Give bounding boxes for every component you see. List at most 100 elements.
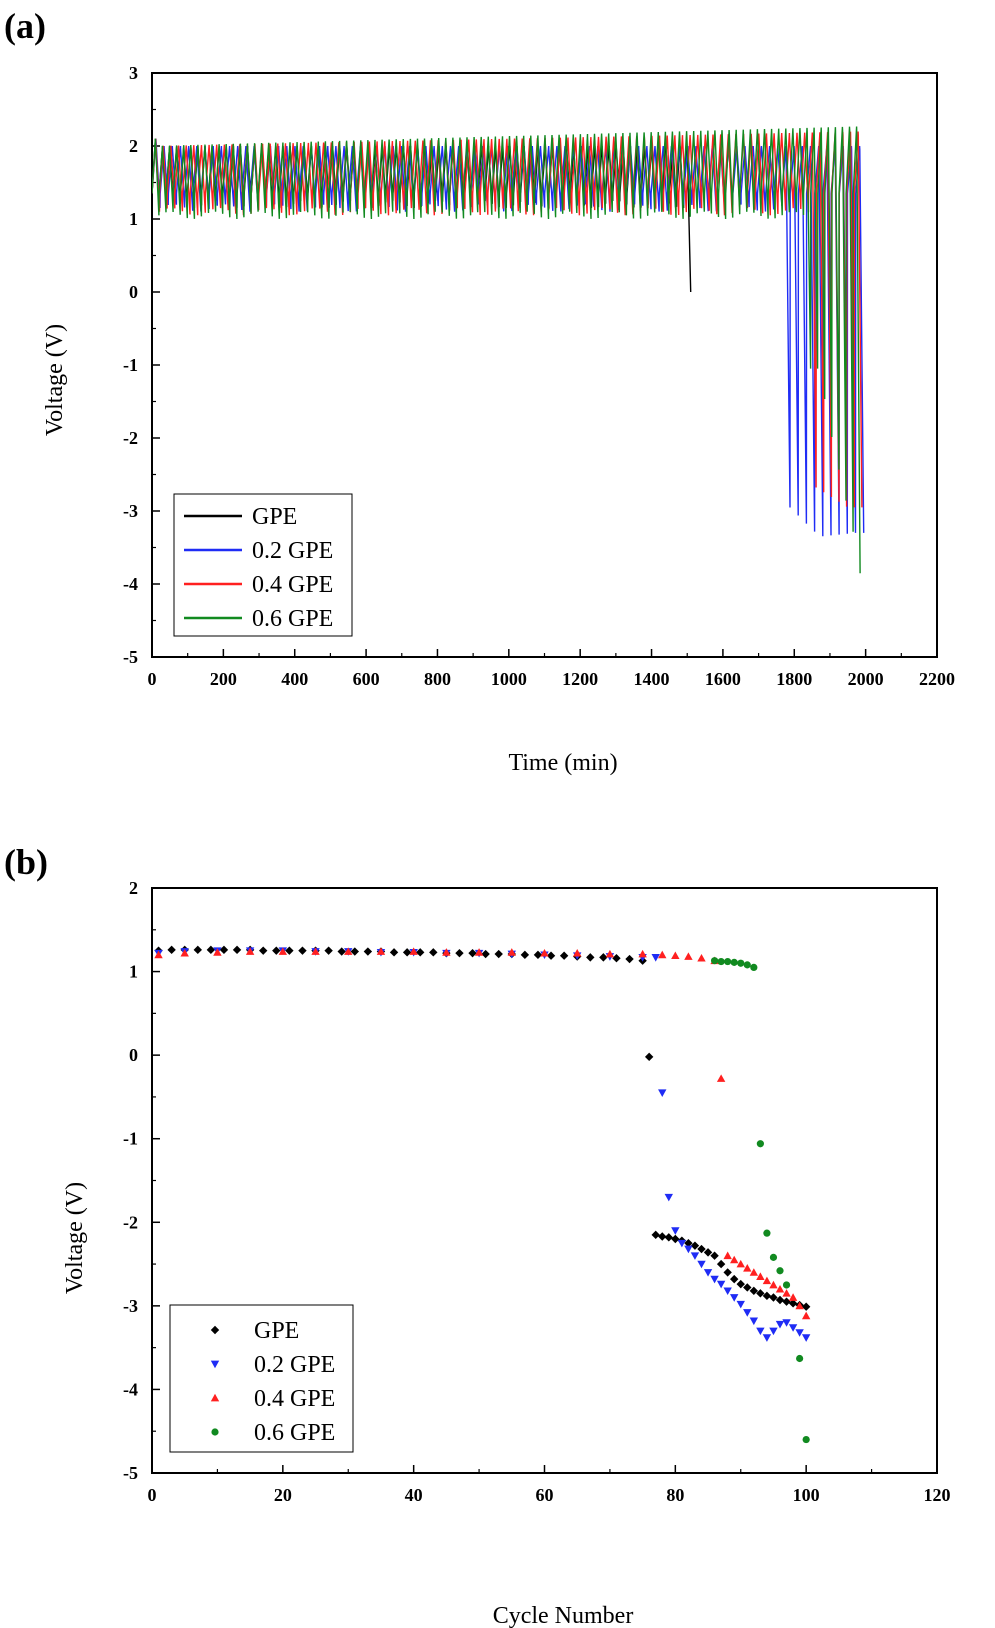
plot-b-legend-label: 0.4 GPE [254,1386,335,1412]
plot-b-point [775,1295,785,1305]
plot-b-point [723,1251,732,1260]
plot-b-point [245,947,255,955]
plot-b-point [651,1230,660,1240]
plot-b-point [311,947,320,955]
plot-a-xtick-label: 1000 [491,669,527,689]
plot-b-point [540,948,549,957]
plot-b-point [154,950,163,959]
plot-b-legend-swatch [210,1393,220,1402]
plot-b-point [750,963,758,971]
plot-b-legend-swatch [211,1428,219,1436]
plot-b-point [749,1286,759,1296]
plot-b-series [154,947,811,1320]
plot-a-xlabel: Time (min) [508,750,617,776]
plot-b-legend-label: 0.2 GPE [254,1352,335,1378]
plot-b-point [743,1309,752,1317]
plot-b-point [684,1238,693,1248]
plot-b-series [154,947,811,1342]
plot-b-point [278,947,288,955]
plot-b-point [612,954,621,963]
plot-b-point [782,1289,791,1297]
plot-a-xtick-label: 1200 [562,669,598,689]
plot-b-point [782,1297,791,1306]
plot-b-point [756,1272,765,1280]
plot-b-legend-swatch [210,1325,220,1335]
plot-b-point [285,946,294,955]
plot-b: 0 20 40 60 80 100 120 2 1 0 -1 -2 -3 -4 -5 GPE 0.2 GPE 0.… [123,878,951,1505]
plot-a-legend: GPE 0.2 GPE 0.4 GPE 0.6 GPE [173,493,353,637]
plot-a-xtick-label: 1400 [634,669,670,689]
plot-b-legend: GPE 0.2 GPE 0.4 GPE 0.6 GPE [169,1304,354,1453]
plot-b-point [573,948,582,957]
plot-a-ytick-label: 0 [129,282,138,302]
plot-b-point [599,953,608,962]
plot-b-point [749,1268,759,1276]
plot-b-point [409,947,418,955]
plot-b-point [605,949,615,958]
plot-b-point [716,1259,726,1269]
plot-b-point [429,948,438,957]
plot-a-xtick-label: 1800 [776,669,812,689]
plot-b-point [723,1287,732,1296]
plot-b-ytick-label: -4 [123,1379,138,1399]
plot-b-point [769,1253,778,1261]
plot-b-point [730,1255,739,1264]
plot-b-ytick-label: -3 [123,1296,138,1316]
plot-a-xtick-label: 0 [148,669,157,689]
plot-b-point [730,1294,739,1302]
plot-b-point [546,951,556,960]
plot-b-point [344,947,353,955]
plot-a-ytick-label: -5 [123,647,138,667]
plot-b-point [684,1245,693,1254]
plot-b-ylabel: Voltage (V) [62,1182,88,1294]
plot-a: 0 200 400 600 800 1000 1200 1400 1600 1800 2000 220… [123,63,955,689]
plot-b-point [389,948,399,957]
plot-b-point [703,1248,713,1257]
plot-b-point [658,1232,667,1241]
plot-a-xtick-label: 800 [424,669,451,689]
plot-b-point [796,1354,804,1363]
plot-a-xtick-label: 200 [210,669,237,689]
plot-b-point [801,1311,811,1320]
plot-b-point [769,1293,778,1302]
plot-b-point [723,1268,732,1277]
plot-a-ytick-label: -2 [123,428,138,448]
plot-b-xlabel: Cycle Number [493,1603,634,1628]
plot-b-point [671,1227,680,1235]
plot-b-point [677,1239,687,1248]
plot-b-point [416,948,425,957]
plot-b-ytick-label: 1 [129,962,138,982]
plot-b-point [586,953,595,962]
plot-b-xtick-label: 0 [148,1485,157,1505]
plot-b-point [402,948,412,957]
plot-b-point [788,1324,798,1332]
plot-b-point [697,954,706,962]
plot-b-point [762,1291,772,1301]
plot-b-point [559,951,569,960]
plot-b-point [716,1280,726,1289]
plot-b-xtick-label: 40 [405,1485,423,1505]
plot-a-ytick-label: 1 [129,209,138,229]
plot-b-point [481,949,490,959]
plot-b-point [788,1293,798,1301]
plot-b-point [801,1302,811,1311]
plot-b-ytick-label: -1 [123,1129,138,1149]
plot-b-point [684,952,693,960]
plot-b-point [703,1269,713,1277]
plot-b-point [736,1259,745,1268]
plot-b-point [743,1264,752,1272]
plot-b-point [743,1283,752,1292]
plot-b-point [724,957,732,966]
plot-b-point [644,1052,654,1062]
plot-a-legend-label: 0.6 GPE [252,606,333,632]
plot-b-point [474,948,484,956]
plot-b-xtick-label: 80 [666,1485,684,1505]
plot-b-point [736,1300,745,1309]
plot-b-point [795,1301,804,1310]
plot-b-point [658,1089,667,1097]
plot-b-point [788,1299,798,1308]
plot-a-ytick-label: 2 [129,136,138,156]
plot-b-point [455,948,464,958]
plot-b-point [664,1233,673,1242]
plot-b-point [762,1334,772,1342]
